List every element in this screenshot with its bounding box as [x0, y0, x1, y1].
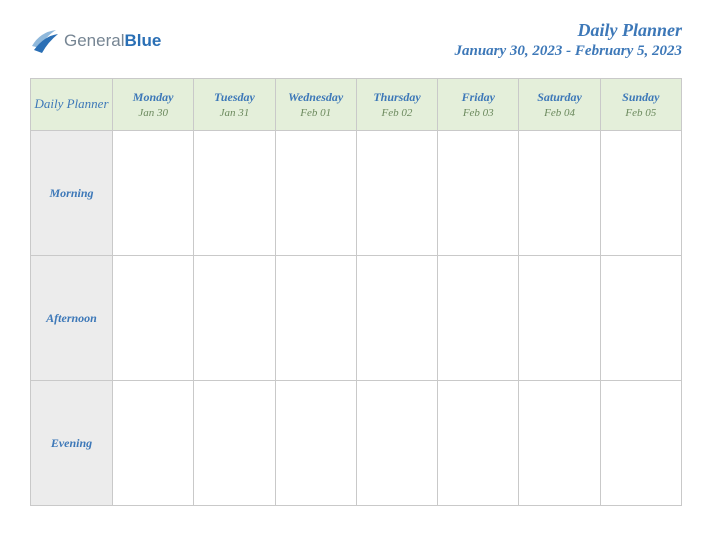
- day-date: Feb 04: [519, 107, 599, 119]
- page-header: General Blue Daily Planner January 30, 2…: [30, 20, 682, 60]
- slot-cell[interactable]: [519, 131, 600, 256]
- slot-cell[interactable]: [356, 381, 437, 506]
- logo-text: General Blue: [64, 31, 161, 51]
- title-block: Daily Planner January 30, 2023 - Februar…: [454, 20, 682, 60]
- day-date: Feb 02: [357, 107, 437, 119]
- day-name: Sunday: [601, 90, 681, 105]
- day-name: Friday: [438, 90, 518, 105]
- slot-cell[interactable]: [438, 131, 519, 256]
- day-date: Jan 31: [194, 107, 274, 119]
- slot-cell[interactable]: [356, 256, 437, 381]
- day-name: Thursday: [357, 90, 437, 105]
- day-name: Tuesday: [194, 90, 274, 105]
- time-label: Evening: [51, 436, 92, 450]
- slot-cell[interactable]: [519, 381, 600, 506]
- time-label: Morning: [49, 186, 93, 200]
- day-header: Friday Feb 03: [438, 79, 519, 131]
- slot-cell[interactable]: [194, 256, 275, 381]
- logo-word-blue: Blue: [124, 31, 161, 51]
- slot-cell[interactable]: [600, 256, 681, 381]
- day-name: Monday: [113, 90, 193, 105]
- day-header: Wednesday Feb 01: [275, 79, 356, 131]
- day-header: Sunday Feb 05: [600, 79, 681, 131]
- time-row: Evening: [31, 381, 682, 506]
- logo-word-general: General: [64, 31, 124, 51]
- slot-cell[interactable]: [194, 381, 275, 506]
- planner-table: Daily Planner Monday Jan 30 Tuesday Jan …: [30, 78, 682, 506]
- day-date: Feb 05: [601, 107, 681, 119]
- page-title: Daily Planner: [454, 20, 682, 41]
- slot-cell[interactable]: [438, 381, 519, 506]
- header-row: Daily Planner Monday Jan 30 Tuesday Jan …: [31, 79, 682, 131]
- day-header: Saturday Feb 04: [519, 79, 600, 131]
- date-range: January 30, 2023 - February 5, 2023: [454, 43, 682, 60]
- logo: General Blue: [30, 26, 161, 56]
- slot-cell[interactable]: [275, 131, 356, 256]
- time-label: Afternoon: [46, 311, 97, 325]
- slot-cell[interactable]: [113, 131, 194, 256]
- corner-label: Daily Planner: [34, 96, 108, 111]
- slot-cell[interactable]: [600, 131, 681, 256]
- day-header: Monday Jan 30: [113, 79, 194, 131]
- time-label-cell: Morning: [31, 131, 113, 256]
- day-date: Jan 30: [113, 107, 193, 119]
- time-label-cell: Afternoon: [31, 256, 113, 381]
- slot-cell[interactable]: [275, 256, 356, 381]
- day-header: Tuesday Jan 31: [194, 79, 275, 131]
- day-date: Feb 01: [276, 107, 356, 119]
- slot-cell[interactable]: [113, 381, 194, 506]
- day-name: Wednesday: [276, 90, 356, 105]
- slot-cell[interactable]: [275, 381, 356, 506]
- time-row: Morning: [31, 131, 682, 256]
- time-label-cell: Evening: [31, 381, 113, 506]
- time-row: Afternoon: [31, 256, 682, 381]
- day-name: Saturday: [519, 90, 599, 105]
- slot-cell[interactable]: [438, 256, 519, 381]
- slot-cell[interactable]: [356, 131, 437, 256]
- slot-cell[interactable]: [600, 381, 681, 506]
- slot-cell[interactable]: [519, 256, 600, 381]
- day-date: Feb 03: [438, 107, 518, 119]
- corner-cell: Daily Planner: [31, 79, 113, 131]
- slot-cell[interactable]: [113, 256, 194, 381]
- day-header: Thursday Feb 02: [356, 79, 437, 131]
- slot-cell[interactable]: [194, 131, 275, 256]
- logo-swoosh-icon: [30, 26, 60, 56]
